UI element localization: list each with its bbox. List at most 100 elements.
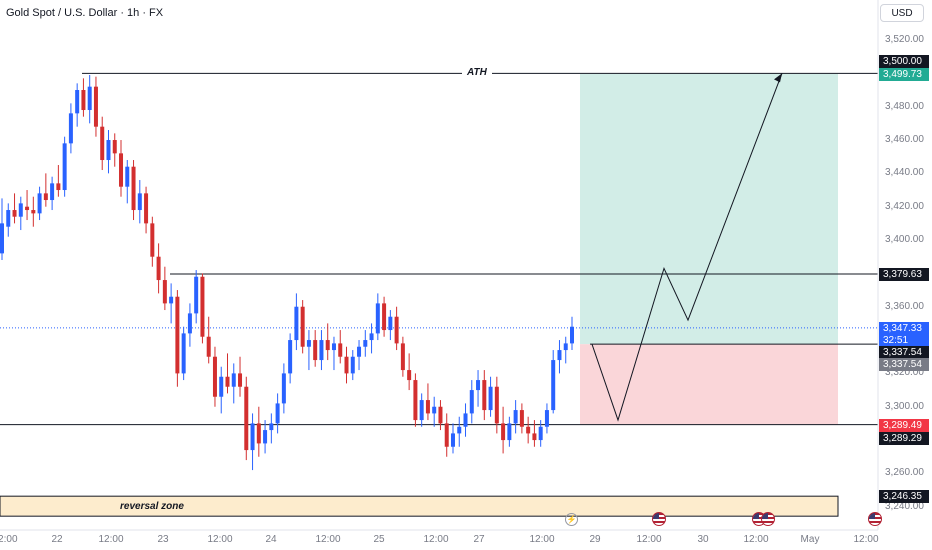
candle[interactable]	[200, 273, 205, 344]
candle[interactable]	[507, 416, 512, 447]
candle[interactable]	[350, 350, 355, 381]
long-position-zones[interactable]	[580, 73, 838, 425]
candle[interactable]	[357, 340, 362, 371]
candle[interactable]	[112, 133, 117, 167]
candle[interactable]	[181, 326, 186, 381]
candle[interactable]	[18, 196, 23, 231]
candle[interactable]	[87, 75, 92, 124]
candle[interactable]	[469, 380, 474, 424]
candle[interactable]	[501, 406, 506, 454]
candle[interactable]	[400, 336, 405, 377]
candle[interactable]	[150, 216, 155, 267]
projected-path[interactable]	[591, 73, 783, 422]
candle[interactable]	[225, 353, 230, 394]
candle[interactable]	[244, 376, 249, 461]
candle[interactable]	[338, 330, 343, 364]
candle[interactable]	[6, 203, 11, 237]
us-flag-icon[interactable]	[761, 512, 775, 526]
candle[interactable]	[513, 400, 518, 434]
candle[interactable]	[519, 403, 524, 434]
candle[interactable]	[156, 243, 161, 294]
candle[interactable]	[331, 336, 336, 371]
candle[interactable]	[425, 383, 430, 421]
candle[interactable]	[382, 296, 387, 337]
candle[interactable]	[256, 406, 261, 457]
candle[interactable]	[119, 140, 124, 197]
candle[interactable]	[363, 330, 368, 357]
candle[interactable]	[532, 420, 537, 447]
candle[interactable]	[319, 330, 324, 371]
candle[interactable]	[300, 300, 305, 354]
candle[interactable]	[375, 293, 380, 341]
candle[interactable]	[413, 373, 418, 427]
candle[interactable]	[62, 136, 67, 197]
loss-zone[interactable]	[580, 344, 838, 425]
candle[interactable]	[12, 193, 17, 224]
candle[interactable]	[419, 393, 424, 427]
candle[interactable]	[444, 413, 449, 457]
candle[interactable]	[238, 356, 243, 397]
candle[interactable]	[482, 370, 487, 421]
candle[interactable]	[206, 316, 211, 364]
candle[interactable]	[551, 350, 556, 414]
candle[interactable]	[75, 83, 80, 127]
candle[interactable]	[269, 413, 274, 444]
candle[interactable]	[538, 420, 543, 447]
currency-button[interactable]: USD	[880, 4, 924, 22]
candle[interactable]	[294, 293, 299, 351]
candle[interactable]	[306, 330, 311, 371]
candle[interactable]	[137, 180, 142, 224]
candle[interactable]	[263, 420, 268, 454]
candle[interactable]	[457, 416, 462, 447]
candle[interactable]	[231, 363, 236, 404]
candle[interactable]	[169, 283, 174, 324]
candle[interactable]	[557, 340, 562, 374]
candle[interactable]	[369, 323, 374, 354]
candle[interactable]	[476, 370, 481, 407]
candle[interactable]	[31, 196, 36, 227]
projection-line[interactable]	[591, 73, 783, 422]
candle[interactable]	[0, 198, 4, 261]
candle[interactable]	[106, 130, 111, 174]
candle[interactable]	[175, 290, 180, 387]
candle[interactable]	[56, 165, 61, 197]
candle[interactable]	[68, 103, 73, 154]
candle[interactable]	[187, 303, 192, 347]
candle[interactable]	[25, 190, 30, 221]
candle[interactable]	[325, 323, 330, 361]
candle[interactable]	[93, 76, 98, 137]
candle[interactable]	[212, 346, 217, 407]
candle[interactable]	[488, 376, 493, 417]
us-flag-icon[interactable]	[868, 512, 882, 526]
candle[interactable]	[219, 366, 224, 414]
candle[interactable]	[570, 316, 574, 351]
lightning-icon[interactable]: ⚡	[565, 513, 578, 526]
candle[interactable]	[125, 160, 130, 204]
candle[interactable]	[144, 186, 149, 234]
candle[interactable]	[275, 393, 280, 434]
candle[interactable]	[344, 346, 349, 384]
candle[interactable]	[438, 400, 443, 431]
candle[interactable]	[313, 330, 318, 367]
candle[interactable]	[563, 336, 568, 364]
candle[interactable]	[100, 116, 105, 171]
candle[interactable]	[394, 306, 399, 351]
candle[interactable]	[450, 423, 455, 454]
profit-zone[interactable]	[580, 73, 838, 345]
candle[interactable]	[250, 413, 255, 471]
candle[interactable]	[463, 403, 468, 437]
candle[interactable]	[494, 376, 499, 434]
candle[interactable]	[526, 416, 531, 444]
candle[interactable]	[131, 160, 136, 221]
candle[interactable]	[407, 353, 412, 391]
candle[interactable]	[388, 310, 393, 341]
candle[interactable]	[37, 186, 42, 221]
candle[interactable]	[50, 176, 55, 211]
candles[interactable]	[0, 75, 574, 471]
candle[interactable]	[43, 173, 48, 207]
candle[interactable]	[162, 266, 167, 311]
candle[interactable]	[81, 78, 86, 117]
candle[interactable]	[544, 403, 549, 434]
us-flag-icon[interactable]	[652, 512, 666, 526]
